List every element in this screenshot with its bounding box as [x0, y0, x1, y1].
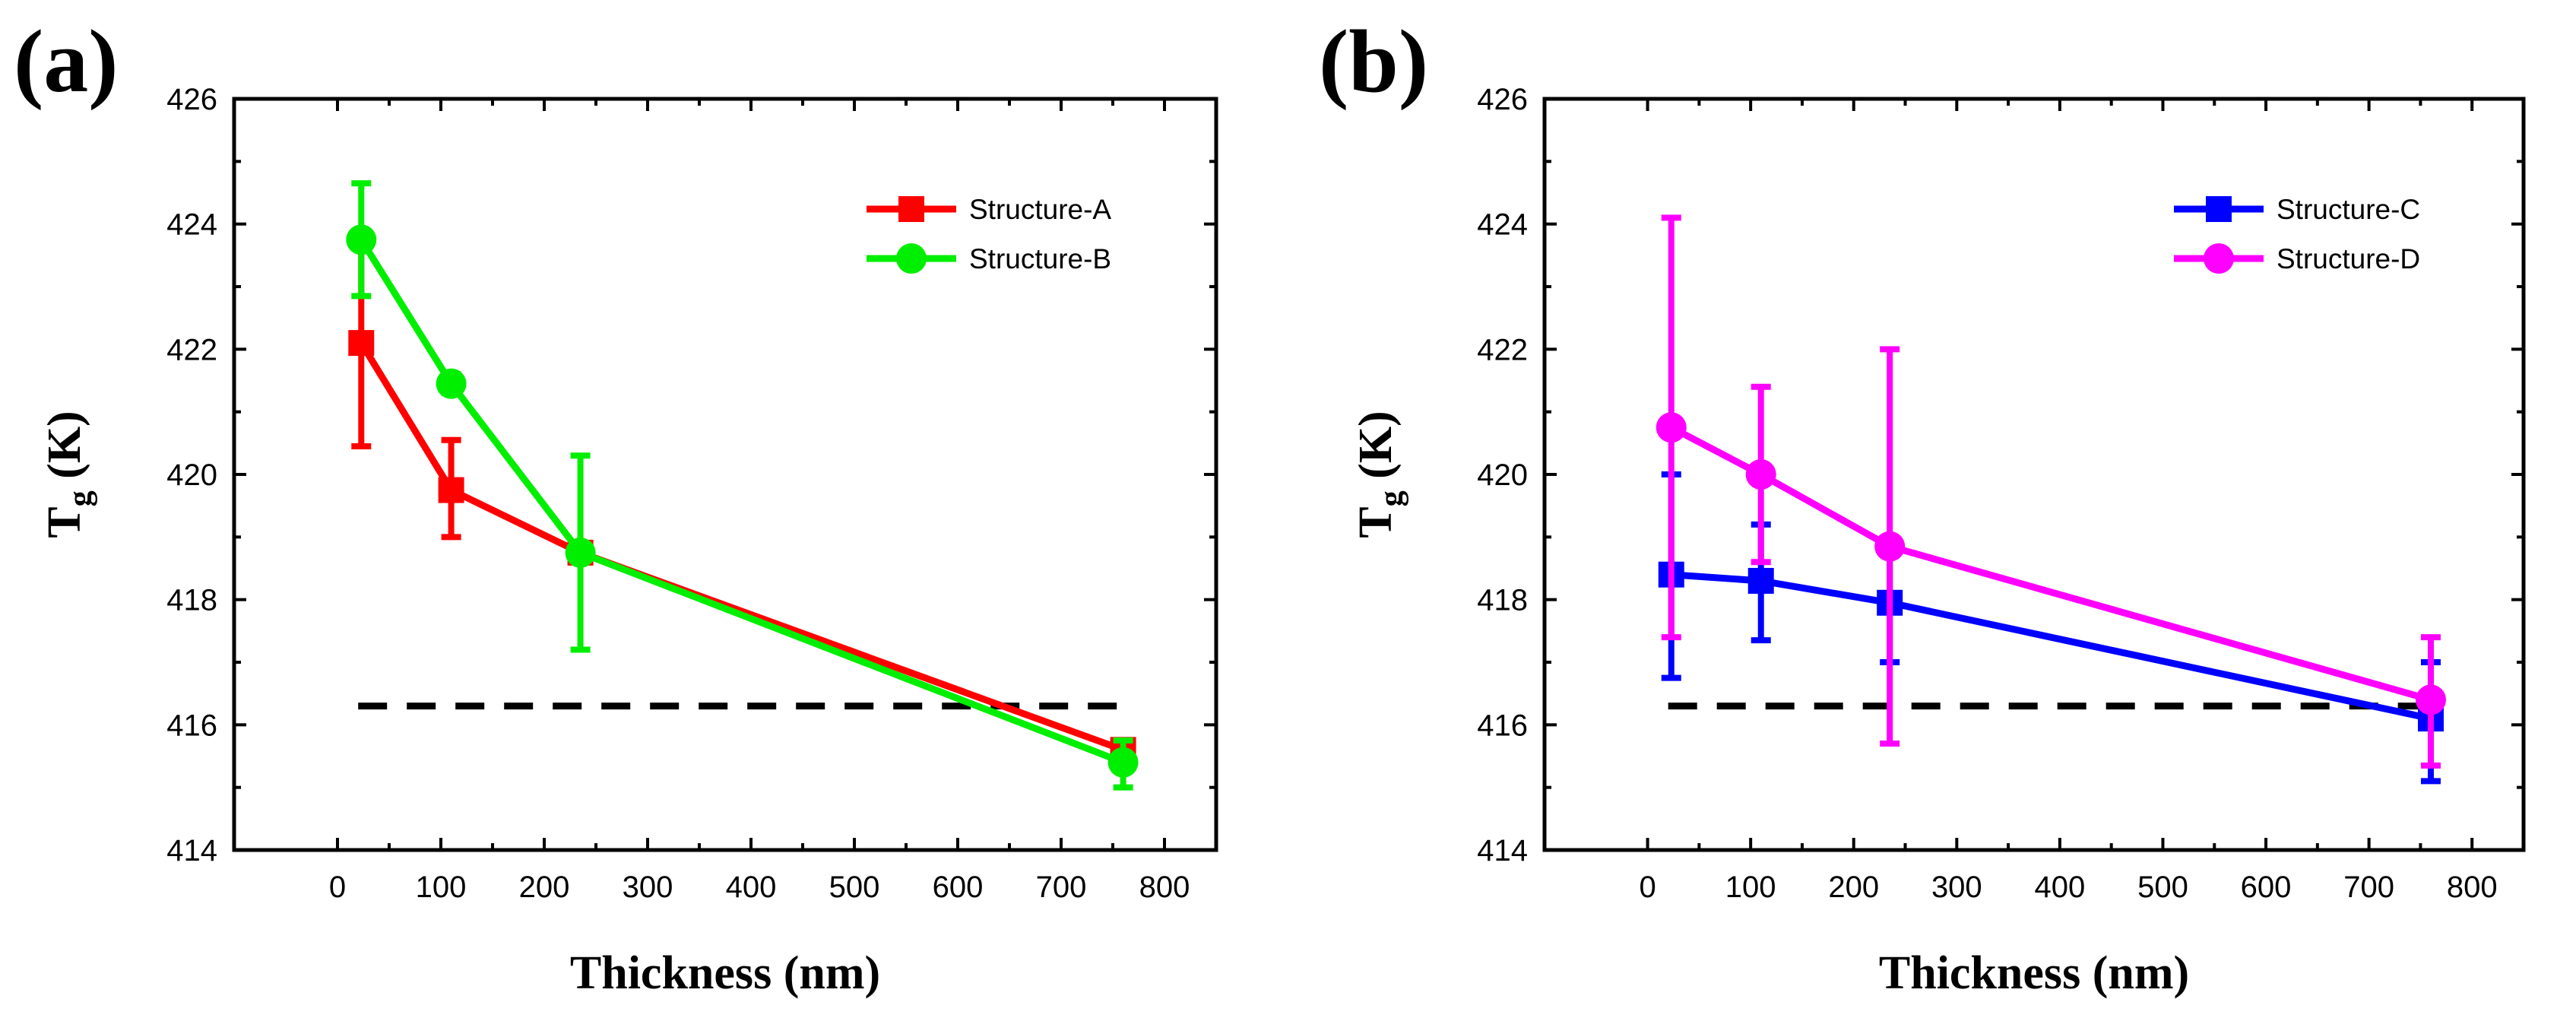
x-tick-label: 100: [1725, 871, 1776, 904]
y-tick-label: 422: [1477, 333, 1528, 366]
y-tick-label: 416: [1477, 709, 1528, 742]
x-axis-title: Thickness (nm): [1879, 947, 2189, 999]
legend-label: Structure-B: [969, 243, 1111, 274]
legend-entry: Structure-B: [867, 243, 1111, 274]
y-tick-label: 426: [166, 83, 217, 116]
legend-entry: Structure-A: [867, 194, 1111, 225]
data-point-circle: [2415, 684, 2446, 715]
x-tick-label: 500: [829, 871, 880, 904]
panel-a: (a) 0 100 200 300 400 500 600 700 800 414 416 418 420…: [14, 11, 1218, 999]
series-line: [1671, 571, 2432, 722]
y-tick-label: 414: [166, 834, 217, 868]
legend-marker-circle: [2204, 243, 2234, 274]
legend-marker-circle: [896, 243, 927, 274]
series-structure-a: [348, 233, 1136, 772]
series-structure-c: [1658, 471, 2444, 785]
legend-label: Structure-C: [2277, 194, 2420, 225]
x-axis-title: Thickness (nm): [570, 947, 880, 999]
legend-marker-square: [898, 196, 924, 222]
y-axis-title: Tg (K): [39, 411, 98, 538]
x-tick-label: 0: [1639, 871, 1656, 904]
y-tick-label: 424: [166, 208, 217, 242]
panel-label: (b): [1319, 11, 1428, 111]
y-tick-label: 414: [1477, 834, 1528, 868]
x-tick-label: 700: [1036, 871, 1087, 904]
series-structure-b: [346, 180, 1139, 791]
x-tick-label: 300: [623, 871, 673, 904]
legend-label: Structure-D: [2277, 243, 2420, 274]
y-tick-label: 418: [166, 584, 217, 617]
x-tick-label: 400: [2035, 871, 2086, 904]
x-tick-label: 800: [1139, 871, 1190, 904]
y-tick-label: 424: [1477, 208, 1528, 242]
x-tick-label: 600: [2241, 871, 2292, 904]
y-tick-label: 418: [1477, 584, 1528, 617]
y-tick-label: 426: [1477, 83, 1528, 116]
y-tick-label: 420: [166, 458, 217, 492]
data-point-square: [348, 330, 375, 357]
panel-b: (b) 0 100 200 300 400 500 600 700 800 414 416 418 420…: [1319, 11, 2526, 999]
x-tick-label: 200: [1828, 871, 1879, 904]
x-tick-label: 0: [329, 871, 346, 904]
data-point-circle: [346, 224, 377, 255]
x-tick-label: 400: [726, 871, 777, 904]
legend-entry: Structure-C: [2174, 194, 2420, 225]
data-point-circle: [1745, 459, 1776, 490]
x-tick-label: 100: [416, 871, 467, 904]
data-point-circle: [1656, 412, 1687, 443]
series-line: [358, 341, 1125, 753]
x-tick-label: 200: [519, 871, 570, 904]
y-axis-title: Tg (K): [1350, 411, 1409, 538]
legend-entry: Structure-D: [2174, 243, 2420, 274]
data-point-square: [438, 477, 464, 503]
legend-label: Structure-A: [969, 194, 1111, 225]
data-point-circle: [1107, 747, 1139, 778]
data-point-circle: [565, 537, 596, 568]
y-tick-label: 420: [1477, 458, 1528, 492]
y-tick-label: 416: [166, 709, 217, 742]
data-point-circle: [436, 368, 467, 399]
x-tick-label: 500: [2137, 871, 2188, 904]
x-tick-label: 600: [933, 871, 984, 904]
y-tick-label: 422: [166, 333, 217, 366]
series-line: [1669, 424, 2432, 703]
panel-label: (a): [14, 11, 119, 111]
series-structure-d: [1656, 214, 2446, 769]
x-tick-label: 700: [2343, 871, 2394, 904]
legend-marker-square: [2206, 196, 2232, 222]
series-line: [358, 237, 1125, 766]
x-tick-label: 300: [1931, 871, 1982, 904]
data-point-square: [1747, 567, 1774, 594]
x-tick-label: 800: [2447, 871, 2498, 904]
data-point-circle: [1874, 531, 1906, 562]
